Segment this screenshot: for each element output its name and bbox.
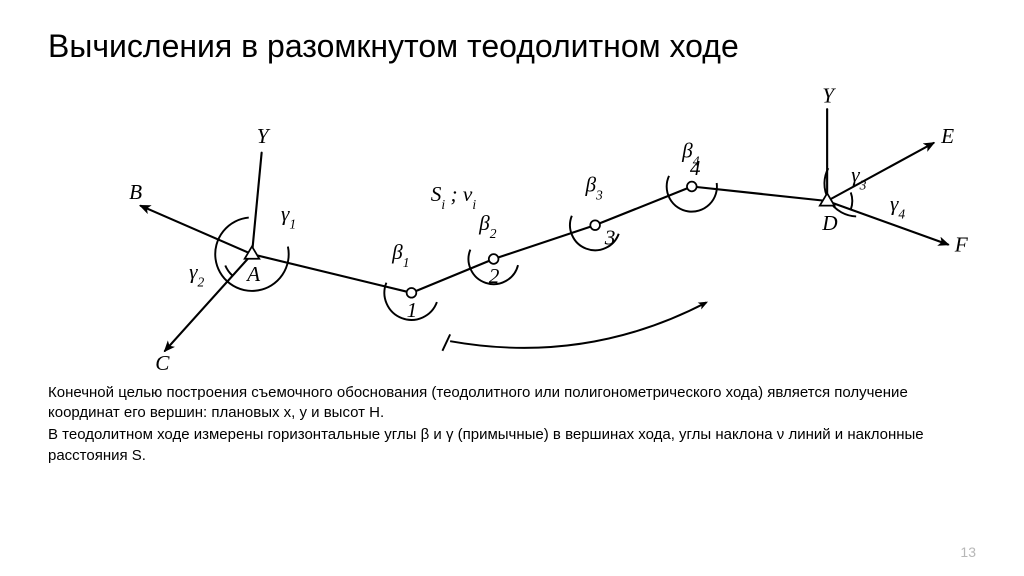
paragraph-2: В теодолитном ходе измерены горизонтальн… <box>48 425 976 466</box>
ray <box>165 254 252 351</box>
body-paragraphs: Конечной целью построения съемочного обо… <box>48 383 976 466</box>
point-label: A <box>245 262 261 286</box>
angle-label: γ1 <box>281 201 296 231</box>
traverse-point <box>687 181 697 191</box>
page-title: Вычисления в разомкнутом теодолитном ход… <box>48 28 976 65</box>
point-label: D <box>821 211 838 235</box>
angle-label: γ4 <box>890 191 905 220</box>
ray <box>827 143 933 201</box>
angle-label: β2 <box>478 211 497 241</box>
point-label: 3 <box>604 225 616 249</box>
point-label: 1 <box>407 298 418 322</box>
paragraph-1: Конечной целью построения съемочного обо… <box>48 383 976 424</box>
traverse-point <box>407 288 417 298</box>
traverse-point <box>489 254 499 264</box>
direction-arrow <box>450 302 706 347</box>
center-label: Si ; νi <box>431 182 477 212</box>
ray-label: Y <box>257 124 271 148</box>
page-number: 13 <box>960 544 976 560</box>
point-label: 2 <box>489 264 500 288</box>
ray-label: F <box>954 232 969 256</box>
angle-label: γ2 <box>189 259 204 289</box>
angle-label: β3 <box>584 172 603 202</box>
ray <box>827 201 948 245</box>
traverse-line <box>252 186 827 292</box>
angle-arc <box>851 192 853 209</box>
angle-arc <box>225 265 232 275</box>
angle-label: β1 <box>391 240 409 270</box>
ray <box>141 206 252 254</box>
ray-label: C <box>155 351 170 375</box>
ray <box>252 152 262 254</box>
ray-label: Y <box>822 85 836 107</box>
ray-label: E <box>940 124 954 148</box>
ray-label: B <box>129 180 142 204</box>
traverse-point <box>590 220 600 230</box>
direction-arrow-tail <box>442 334 450 350</box>
traverse-diagram: BCYEFYA1234Dγ1γ2β1β2β3β4γ3γ4Si ; νi <box>48 85 976 375</box>
